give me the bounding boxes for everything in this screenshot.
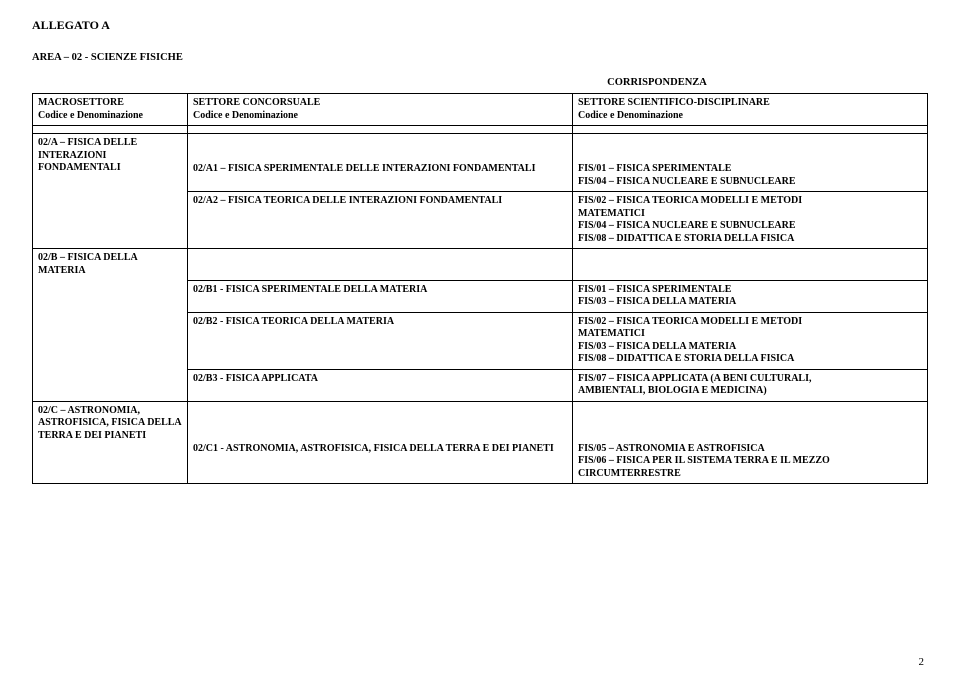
table-row: 02/C – ASTRONOMIA, ASTROFISICA, FISICA D… (33, 401, 928, 484)
r6-c2: 02/B3 - FISICA APPLICATA (193, 373, 318, 384)
r6-c3-l1: FIS/07 – FISICA APPLICATA (A BENI CULTUR… (578, 373, 922, 386)
hdr-c2-l1: SETTORE CONCORSUALE (193, 97, 567, 110)
r1-c2: 02/A1 – FISICA SPERIMENTALE DELLE INTERA… (193, 163, 535, 174)
hdr-c2-l2: Codice e Denominazione (193, 110, 567, 123)
r1-c3-l2: FIS/04 – FISICA NUCLEARE E SUBNUCLEARE (578, 176, 922, 189)
ssd-02a1: FIS/01 – FISICA SPERIMENTALE FIS/04 – FI… (573, 134, 928, 192)
r5-c3-l4: FIS/08 – DIDATTICA E STORIA DELLA FISICA (578, 353, 922, 366)
r2-c3-l4: FIS/08 – DIDATTICA E STORIA DELLA FISICA (578, 233, 922, 246)
r4-c3-l1: FIS/01 – FISICA SPERIMENTALE (578, 284, 922, 297)
r7-c3-l1: FIS/05 – ASTRONOMIA E ASTROFISICA (578, 443, 922, 456)
corrispondenza-label: CORRISPONDENZA (532, 76, 782, 89)
page-number: 2 (919, 656, 925, 670)
ssd-02b1: FIS/01 – FISICA SPERIMENTALE FIS/03 – FI… (573, 280, 928, 312)
r6-c3-l2: AMBIENTALI, BIOLOGIA E MEDICINA) (578, 385, 922, 398)
area-title: AREA – 02 - SCIENZE FISICHE (32, 51, 928, 64)
hdr-c3-l2: Codice e Denominazione (578, 110, 922, 123)
spacer-cell (573, 126, 928, 134)
r2-c2: 02/A2 – FISICA TEORICA DELLE INTERAZIONI… (193, 195, 502, 206)
r4-c2: 02/B1 - FISICA SPERIMENTALE DELLA MATERI… (193, 284, 427, 295)
r7-c1-l2: ASTROFISICA, FISICA DELLA (38, 417, 182, 430)
r5-c2: 02/B2 - FISICA TEORICA DELLA MATERIA (193, 316, 394, 327)
table-row: 02/B – FISICA DELLA MATERIA (33, 249, 928, 281)
macro-blank (33, 312, 188, 369)
r7-c2: 02/C1 - ASTRONOMIA, ASTROFISICA, FISICA … (193, 443, 554, 454)
table-row: 02/A – FISICA DELLE INTERAZIONI FONDAMEN… (33, 134, 928, 192)
macro-02b: 02/B – FISICA DELLA MATERIA (33, 249, 188, 281)
conc-02a2: 02/A2 – FISICA TEORICA DELLE INTERAZIONI… (188, 192, 573, 249)
ssd-02a2: FIS/02 – FISICA TEORICA MODELLI E METODI… (573, 192, 928, 249)
macro-02a: 02/A – FISICA DELLE INTERAZIONI FONDAMEN… (33, 134, 188, 192)
header-settore-concorsuale: SETTORE CONCORSUALE Codice e Denominazio… (188, 94, 573, 126)
spacer-cell (33, 126, 188, 134)
header-macrosettore: MACROSETTORE Codice e Denominazione (33, 94, 188, 126)
spacer-row (33, 126, 928, 134)
spacer-cell (188, 126, 573, 134)
conc-02c1: 02/C1 - ASTRONOMIA, ASTROFISICA, FISICA … (188, 401, 573, 484)
table-row: 02/B1 - FISICA SPERIMENTALE DELLA MATERI… (33, 280, 928, 312)
conc-02b1: 02/B1 - FISICA SPERIMENTALE DELLA MATERI… (188, 280, 573, 312)
r5-c3-l3: FIS/03 – FISICA DELLA MATERIA (578, 341, 922, 354)
hdr-c1-l1: MACROSETTORE (38, 97, 182, 110)
main-table: MACROSETTORE Codice e Denominazione SETT… (32, 93, 928, 484)
ssd-02c1: FIS/05 – ASTRONOMIA E ASTROFISICA FIS/06… (573, 401, 928, 484)
conc-02a1: 02/A1 – FISICA SPERIMENTALE DELLE INTERA… (188, 134, 573, 192)
table-row: 02/B3 - FISICA APPLICATA FIS/07 – FISICA… (33, 369, 928, 401)
table-header-row: MACROSETTORE Codice e Denominazione SETT… (33, 94, 928, 126)
r7-c3-l3: CIRCUMTERRESTRE (578, 468, 922, 481)
macro-blank (33, 369, 188, 401)
r7-c3-l2: FIS/06 – FISICA PER IL SISTEMA TERRA E I… (578, 455, 922, 468)
r2-c3-l3: FIS/04 – FISICA NUCLEARE E SUBNUCLEARE (578, 220, 922, 233)
r5-c3-l2: MATEMATICI (578, 328, 922, 341)
conc-blank (188, 249, 573, 281)
r2-c3-l1: FIS/02 – FISICA TEORICA MODELLI E METODI (578, 195, 922, 208)
table-row: 02/B2 - FISICA TEORICA DELLA MATERIA FIS… (33, 312, 928, 369)
r1-c1-l3: FONDAMENTALI (38, 162, 182, 175)
hdr-c3-l1: SETTORE SCIENTIFICO-DISCIPLINARE (578, 97, 922, 110)
ssd-blank (573, 249, 928, 281)
r1-c3-l1: FIS/01 – FISICA SPERIMENTALE (578, 163, 922, 176)
r1-c1-l1: 02/A – FISICA DELLE (38, 137, 182, 150)
hdr-c1-l2: Codice e Denominazione (38, 110, 182, 123)
r5-c3-l1: FIS/02 – FISICA TEORICA MODELLI E METODI (578, 316, 922, 329)
ssd-02b3: FIS/07 – FISICA APPLICATA (A BENI CULTUR… (573, 369, 928, 401)
r7-c1-l1: 02/C – ASTRONOMIA, (38, 405, 182, 418)
macro-02c: 02/C – ASTRONOMIA, ASTROFISICA, FISICA D… (33, 401, 188, 484)
allegato-title: ALLEGATO A (32, 18, 928, 33)
ssd-02b2: FIS/02 – FISICA TEORICA MODELLI E METODI… (573, 312, 928, 369)
macro-blank (33, 192, 188, 249)
r2-c3-l2: MATEMATICI (578, 208, 922, 221)
header-settore-scientifico: SETTORE SCIENTIFICO-DISCIPLINARE Codice … (573, 94, 928, 126)
conc-02b2: 02/B2 - FISICA TEORICA DELLA MATERIA (188, 312, 573, 369)
r7-c1-l3: TERRA E DEI PIANETI (38, 430, 182, 443)
macro-blank (33, 280, 188, 312)
table-row: 02/A2 – FISICA TEORICA DELLE INTERAZIONI… (33, 192, 928, 249)
conc-02b3: 02/B3 - FISICA APPLICATA (188, 369, 573, 401)
r3-c1: 02/B – FISICA DELLA MATERIA (38, 252, 137, 276)
r4-c3-l2: FIS/03 – FISICA DELLA MATERIA (578, 296, 922, 309)
r1-c1-l2: INTERAZIONI (38, 150, 182, 163)
